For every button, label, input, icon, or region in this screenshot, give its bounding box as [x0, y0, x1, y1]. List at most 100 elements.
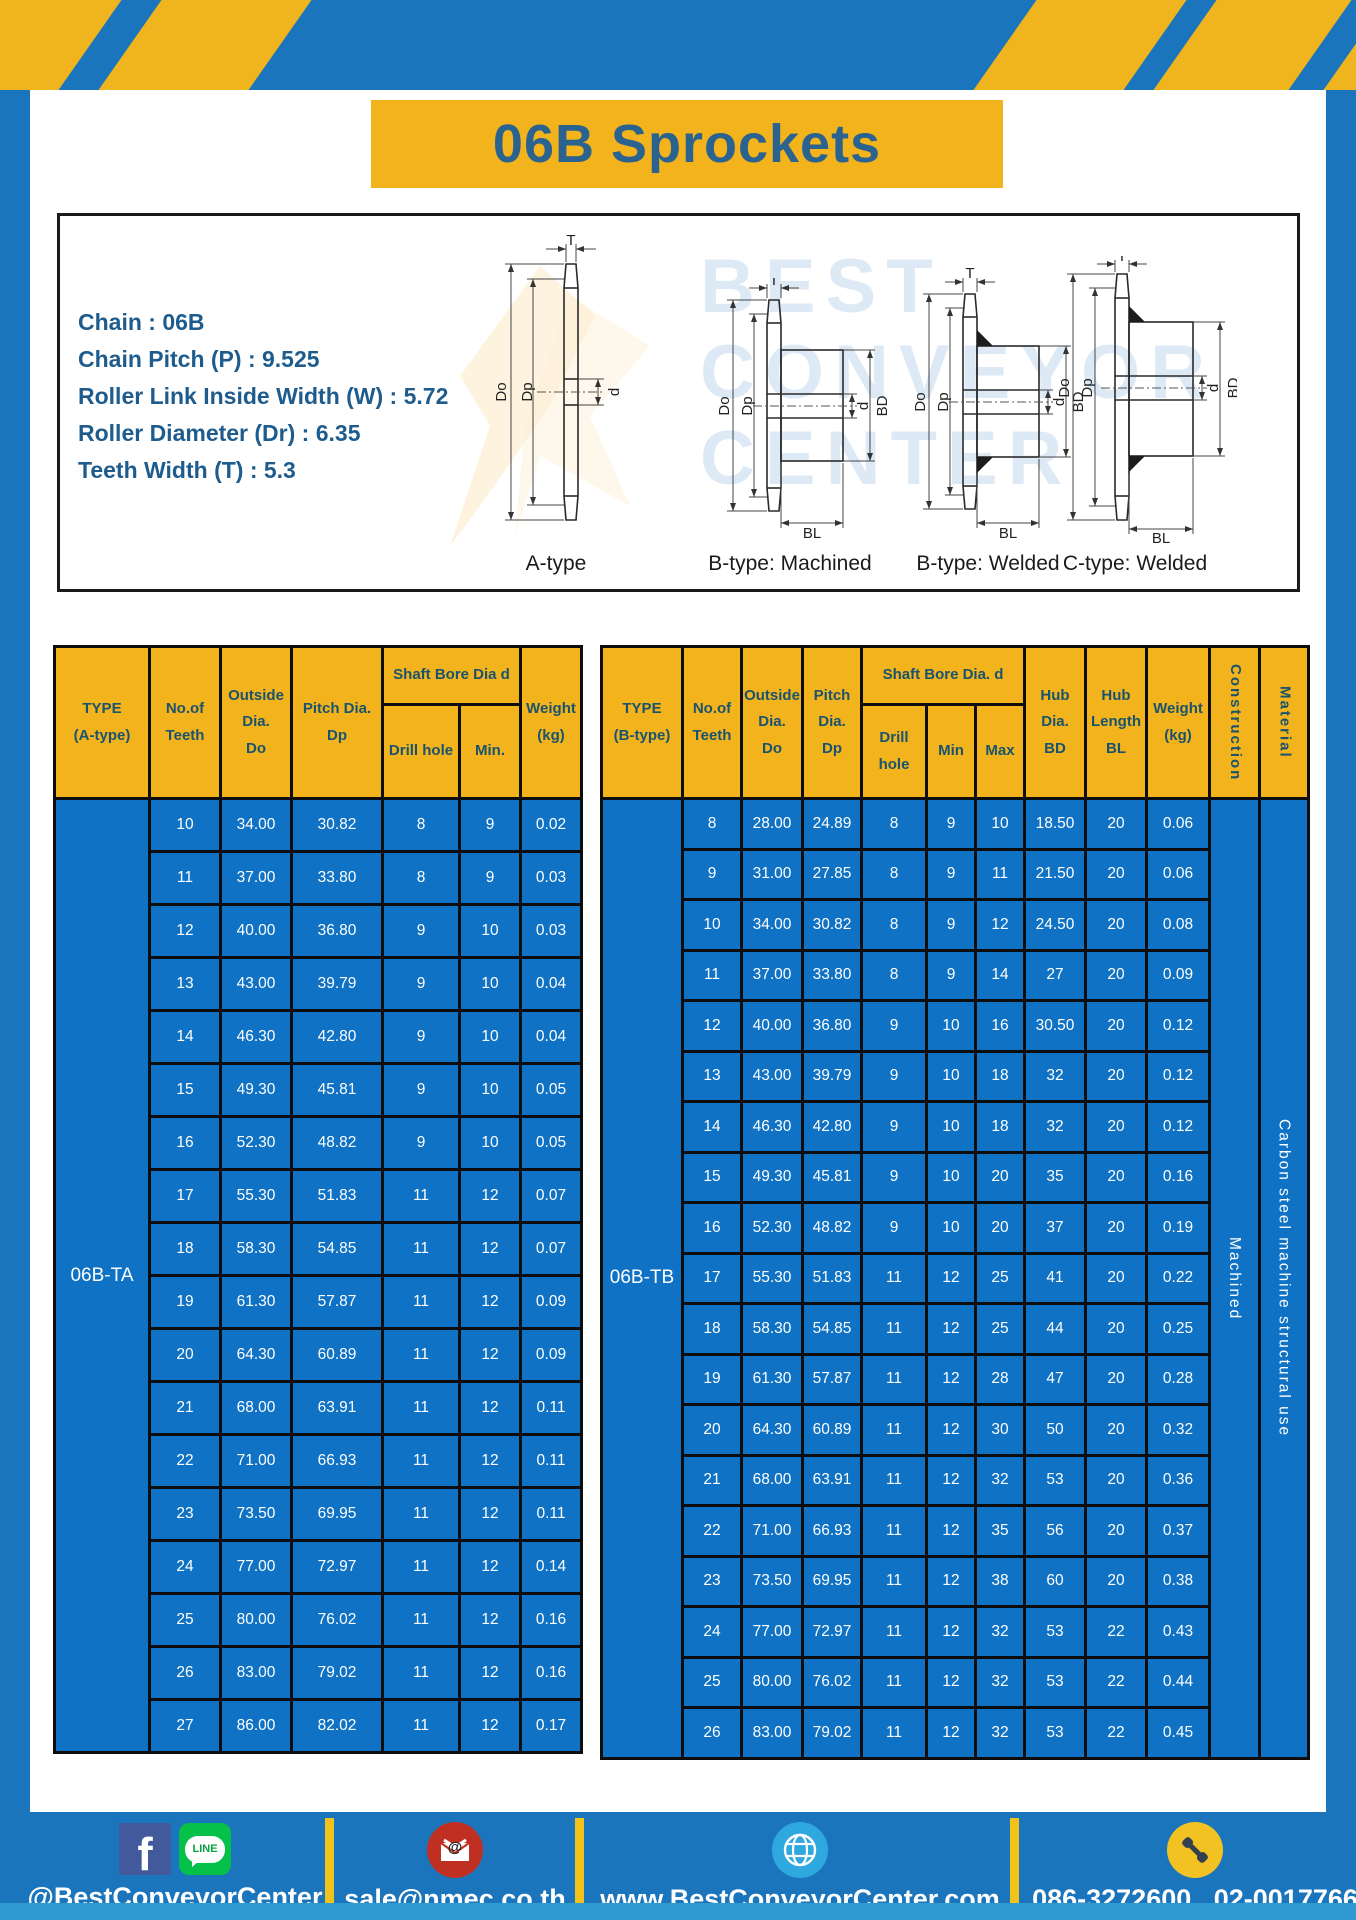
footer-social[interactable]: f LINE @BestConveyorCenter	[28, 1822, 322, 1913]
page-title-banner: 06B Sprockets	[371, 100, 1003, 188]
cell-max: 18	[977, 1103, 1023, 1151]
email-icon[interactable]: @	[427, 1822, 483, 1878]
cell-drill-hole: 8	[863, 850, 925, 898]
cell-drill-hole: 9	[863, 1153, 925, 1201]
cell-outside-dia: 64.30	[222, 1330, 290, 1380]
cell-hub-dia: 53	[1026, 1608, 1084, 1656]
diagram-b-type-machined: Do Dp T d BD BL	[697, 278, 887, 540]
cell-min: 10	[928, 1153, 974, 1201]
cell-weight: 0.11	[522, 1489, 580, 1539]
cell-outside-dia: 40.00	[222, 906, 290, 956]
cell-drill-hole: 11	[384, 1224, 458, 1274]
header-type: TYPE (A-type)	[56, 648, 148, 797]
dim-label-t: T	[769, 278, 778, 289]
stripe-decor	[966, 0, 1194, 90]
cell-hub-dia: 41	[1026, 1254, 1084, 1302]
cell-max: 20	[977, 1153, 1023, 1201]
facebook-icon[interactable]: f	[119, 1823, 171, 1877]
cell-min: 9	[461, 800, 519, 850]
header-teeth: No.of Teeth	[151, 648, 219, 797]
cell-drill-hole: 11	[384, 1277, 458, 1327]
cell-hub-dia: 53	[1026, 1456, 1084, 1504]
cell-hub-dia: 44	[1026, 1305, 1084, 1353]
dim-label-d: d	[1051, 398, 1068, 406]
cell-outside-dia: 46.30	[743, 1103, 801, 1151]
cell-hub-dia: 18.50	[1026, 800, 1084, 848]
cell-max: 10	[977, 800, 1023, 848]
cell-hub-dia: 30.50	[1026, 1002, 1084, 1050]
cell-hub-length: 20	[1087, 850, 1145, 898]
cell-weight: 0.16	[1148, 1153, 1208, 1201]
cell-weight: 0.44	[1148, 1658, 1208, 1706]
cell-min: 12	[461, 1701, 519, 1751]
cell-teeth: 16	[684, 1204, 740, 1252]
dim-label-dp: Dp	[935, 392, 952, 411]
header-weight: Weight (kg)	[1148, 648, 1208, 797]
cell-drill-hole: 11	[384, 1436, 458, 1486]
footer-divider	[325, 1818, 334, 1904]
cell-drill-hole: 11	[384, 1330, 458, 1380]
header-shaft-bore-group: Shaft Bore Dia. d	[863, 648, 1023, 703]
cell-pitch-dia: 69.95	[804, 1557, 860, 1605]
cell-drill-hole: 11	[384, 1595, 458, 1645]
cell-outside-dia: 37.00	[222, 853, 290, 903]
stripe-decor	[91, 0, 319, 90]
dim-label-d: d	[606, 388, 623, 396]
cell-drill-hole: 11	[863, 1456, 925, 1504]
header-pitch-dia: Pitch Dia. Dp	[293, 648, 381, 797]
cell-weight: 0.03	[522, 906, 580, 956]
cell-max: 30	[977, 1406, 1023, 1454]
cell-drill-hole: 9	[863, 1002, 925, 1050]
cell-pitch-dia: 45.81	[293, 1065, 381, 1115]
cell-outside-dia: 55.30	[222, 1171, 290, 1221]
cell-weight: 0.09	[522, 1277, 580, 1327]
cell-pitch-dia: 24.89	[804, 800, 860, 848]
cell-outside-dia: 55.30	[743, 1254, 801, 1302]
cell-max: 20	[977, 1204, 1023, 1252]
line-icon[interactable]: LINE	[179, 1823, 231, 1875]
cell-weight: 0.45	[1148, 1709, 1208, 1757]
cell-drill-hole: 11	[863, 1507, 925, 1555]
dim-label-d: d	[1205, 384, 1222, 392]
cell-weight: 0.25	[1148, 1305, 1208, 1353]
diagram-panel: BEST CONVEYOR CENTER Chain : 06B Chain P…	[57, 213, 1300, 592]
cell-teeth: 12	[151, 906, 219, 956]
cell-teeth: 24	[684, 1608, 740, 1656]
cell-pitch-dia: 76.02	[804, 1658, 860, 1706]
cell-drill-hole: 11	[863, 1355, 925, 1403]
cell-min: 12	[461, 1171, 519, 1221]
cell-min: 12	[928, 1305, 974, 1353]
cell-min: 12	[461, 1224, 519, 1274]
cell-weight: 0.14	[522, 1542, 580, 1592]
cell-hub-length: 20	[1087, 1103, 1145, 1151]
cell-outside-dia: 40.00	[743, 1002, 801, 1050]
footer-website[interactable]: www.BestConveyorCenter.com	[595, 1822, 1005, 1915]
cell-min: 12	[928, 1456, 974, 1504]
footer-email[interactable]: @ sale@nmec.co.th	[340, 1822, 570, 1915]
cell-drill-hole: 11	[863, 1608, 925, 1656]
cell-outside-dia: 49.30	[222, 1065, 290, 1115]
footer-phone[interactable]: 086-3272600 , 02-0017766	[1030, 1822, 1356, 1915]
dim-label-dp: Dp	[739, 396, 756, 415]
cell-drill-hole: 11	[863, 1305, 925, 1353]
cell-min: 10	[461, 1012, 519, 1062]
cell-pitch-dia: 66.93	[293, 1436, 381, 1486]
cell-drill-hole: 8	[384, 800, 458, 850]
cell-weight: 0.36	[1148, 1456, 1208, 1504]
cell-drill-hole: 8	[863, 901, 925, 949]
spec-teeth-width: Teeth Width (T) : 5.3	[78, 457, 296, 483]
table-b-header: TYPE (B-type) No.of Teeth Outside Dia. D…	[603, 648, 1307, 797]
phone-icon[interactable]	[1167, 1822, 1223, 1878]
cell-pitch-dia: 51.83	[804, 1254, 860, 1302]
cell-max: 28	[977, 1355, 1023, 1403]
caption-b-type-welded: B-type: Welded	[916, 552, 1060, 575]
caption-c-type-welded: C-type: Welded	[1062, 552, 1208, 575]
cell-outside-dia: 68.00	[743, 1456, 801, 1504]
cell-outside-dia: 77.00	[743, 1608, 801, 1656]
cell-outside-dia: 83.00	[222, 1648, 290, 1698]
cell-drill-hole: 9	[384, 1065, 458, 1115]
stripe-decor	[1146, 0, 1356, 90]
cell-teeth: 19	[684, 1355, 740, 1403]
cell-teeth: 19	[151, 1277, 219, 1327]
globe-icon[interactable]	[772, 1822, 828, 1878]
